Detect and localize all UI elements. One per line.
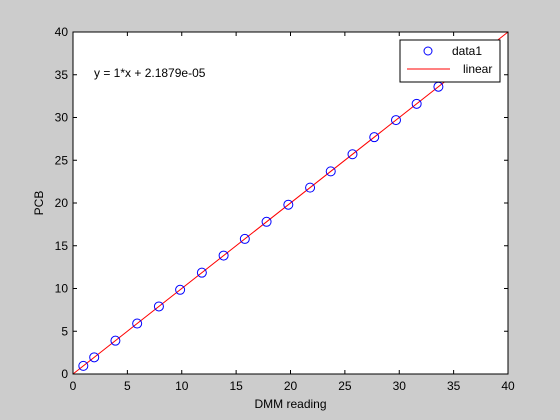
data-point [411, 98, 422, 109]
x-tick-label: 25 [338, 379, 352, 393]
legend-marker-data1 [423, 46, 433, 56]
data-point [110, 335, 121, 346]
plot-area [72, 31, 509, 375]
y-tick-label: 40 [55, 25, 69, 39]
data-point [175, 284, 186, 295]
legend-label-linear: linear [463, 62, 492, 76]
x-tick-label: 15 [229, 379, 243, 393]
series-linear [72, 31, 509, 375]
data-point [78, 360, 89, 371]
legend-box [399, 39, 501, 83]
data-point [153, 301, 164, 312]
y-tick-label: 20 [55, 196, 69, 210]
x-tick-label: 35 [447, 379, 461, 393]
data-point [347, 149, 358, 160]
x-tick-label: 10 [175, 379, 189, 393]
legend: data1 linear [399, 39, 501, 83]
y-tick-label: 35 [55, 68, 69, 82]
y-axis: 0 5 10 15 20 25 30 35 40 [55, 25, 508, 381]
y-axis-label: PCB [32, 191, 46, 216]
legend-label-data1: data1 [452, 44, 482, 58]
y-tick-label: 15 [55, 239, 69, 253]
data-point [261, 216, 272, 227]
data-point [325, 166, 336, 177]
data-point [283, 199, 294, 210]
y-tick-label: 25 [55, 153, 69, 167]
x-tick-label: 5 [124, 379, 131, 393]
data-point [305, 182, 316, 193]
data-point [239, 233, 250, 244]
x-tick-label: 0 [70, 379, 77, 393]
data-point [390, 115, 401, 126]
x-tick-label: 20 [284, 379, 298, 393]
x-tick-label: 30 [393, 379, 407, 393]
y-tick-label: 5 [61, 324, 68, 338]
data-point [218, 250, 229, 261]
x-tick-label: 40 [501, 379, 515, 393]
y-tick-label: 10 [55, 282, 69, 296]
data-point [132, 318, 143, 329]
y-tick-label: 0 [61, 367, 68, 381]
fit-line [72, 31, 509, 375]
data-point [89, 352, 100, 363]
fit-equation-annotation: y = 1*x + 2.1879e-05 [94, 66, 206, 80]
x-axis-label: DMM reading [254, 397, 326, 411]
y-tick-label: 30 [55, 111, 69, 125]
data-point [196, 267, 207, 278]
data-point [369, 132, 380, 143]
x-axis: 0 5 10 15 20 25 30 35 40 [70, 32, 515, 393]
